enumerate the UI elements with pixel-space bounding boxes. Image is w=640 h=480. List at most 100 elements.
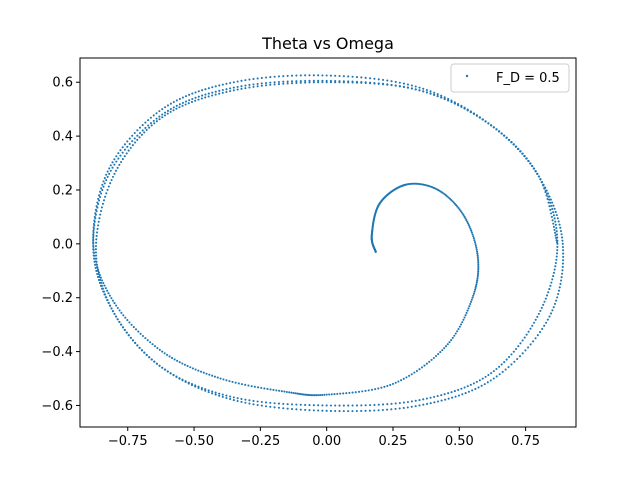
- data-point: [119, 149, 122, 152]
- data-point: [351, 81, 354, 84]
- y-tick-label: −0.6: [41, 399, 73, 414]
- data-point: [253, 385, 256, 388]
- data-point: [144, 126, 147, 129]
- data-point: [495, 128, 498, 131]
- data-point: [447, 397, 450, 400]
- data-point: [555, 299, 558, 302]
- data-point: [475, 114, 478, 117]
- data-point: [115, 160, 118, 163]
- data-point: [452, 201, 455, 204]
- data-point: [444, 398, 447, 401]
- data-point: [546, 318, 549, 321]
- data-point: [204, 88, 207, 91]
- data-point: [301, 393, 304, 396]
- data-point: [181, 96, 184, 99]
- data-point: [140, 133, 143, 136]
- data-point: [360, 76, 363, 79]
- data-point: [197, 369, 200, 372]
- data-point: [126, 319, 129, 322]
- data-point: [549, 312, 553, 315]
- data-point: [429, 90, 432, 93]
- data-point: [329, 404, 332, 407]
- data-point: [118, 163, 121, 166]
- data-point: [418, 86, 421, 89]
- data-point: [406, 83, 409, 86]
- data-point: [548, 198, 551, 201]
- data-point: [172, 100, 175, 104]
- data-point: [390, 80, 393, 83]
- data-point: [517, 147, 520, 150]
- data-point: [184, 100, 188, 103]
- data-point: [543, 300, 546, 303]
- data-point: [126, 140, 129, 143]
- data-point: [460, 211, 463, 214]
- data-point: [264, 405, 268, 408]
- data-point: [311, 394, 315, 397]
- data-point: [443, 96, 446, 99]
- x-tick-label: 0.00: [312, 434, 341, 449]
- data-point: [234, 381, 237, 384]
- data-point: [98, 199, 101, 202]
- data-point: [334, 404, 337, 407]
- data-point: [161, 116, 164, 119]
- data-point: [95, 269, 98, 273]
- data-point: [145, 354, 148, 357]
- data-point: [551, 219, 554, 222]
- data-point: [544, 191, 547, 194]
- data-point: [518, 355, 522, 358]
- data-point: [299, 81, 302, 84]
- data-point: [475, 246, 478, 249]
- data-point: [99, 195, 102, 199]
- data-point: [138, 132, 142, 135]
- data-point: [436, 400, 440, 403]
- data-point: [476, 252, 479, 255]
- data-point: [554, 234, 557, 237]
- data-point: [402, 82, 405, 85]
- data-point: [552, 275, 555, 278]
- data-point: [429, 92, 432, 95]
- data-point: [201, 89, 204, 92]
- data-point: [386, 408, 389, 411]
- data-point: [264, 76, 268, 79]
- data-point: [441, 349, 444, 352]
- data-point: [555, 214, 558, 217]
- data-point: [101, 279, 104, 282]
- data-point: [547, 291, 550, 294]
- data-point: [462, 318, 465, 321]
- data-point: [539, 178, 542, 181]
- data-point: [516, 357, 519, 361]
- data-point: [207, 87, 210, 90]
- data-point: [290, 82, 294, 85]
- data-point: [477, 261, 480, 264]
- data-point: [286, 80, 289, 83]
- data-point: [519, 342, 522, 345]
- data-point: [321, 393, 324, 397]
- data-point: [555, 258, 558, 261]
- data-point: [440, 94, 443, 97]
- data-point: [345, 392, 348, 395]
- data-point: [299, 79, 302, 83]
- data-point: [329, 409, 332, 413]
- chart-title: Theta vs Omega: [261, 34, 394, 53]
- data-point: [286, 403, 289, 406]
- data-point: [475, 248, 478, 251]
- data-point: [188, 99, 191, 102]
- data-point: [462, 214, 465, 217]
- data-point: [523, 154, 526, 158]
- data-point: [97, 224, 100, 227]
- data-point: [221, 88, 224, 92]
- data-point: [338, 404, 341, 407]
- data-point: [108, 294, 111, 297]
- data-point: [418, 89, 421, 92]
- data-point: [355, 76, 358, 79]
- data-point: [131, 144, 134, 147]
- data-point: [367, 389, 370, 392]
- data-point: [550, 281, 553, 284]
- data-point: [129, 146, 132, 149]
- data-point: [92, 248, 95, 251]
- data-point: [240, 383, 244, 386]
- data-point: [248, 83, 251, 87]
- data-point: [149, 116, 152, 119]
- data-point: [304, 74, 307, 77]
- data-point: [546, 198, 549, 201]
